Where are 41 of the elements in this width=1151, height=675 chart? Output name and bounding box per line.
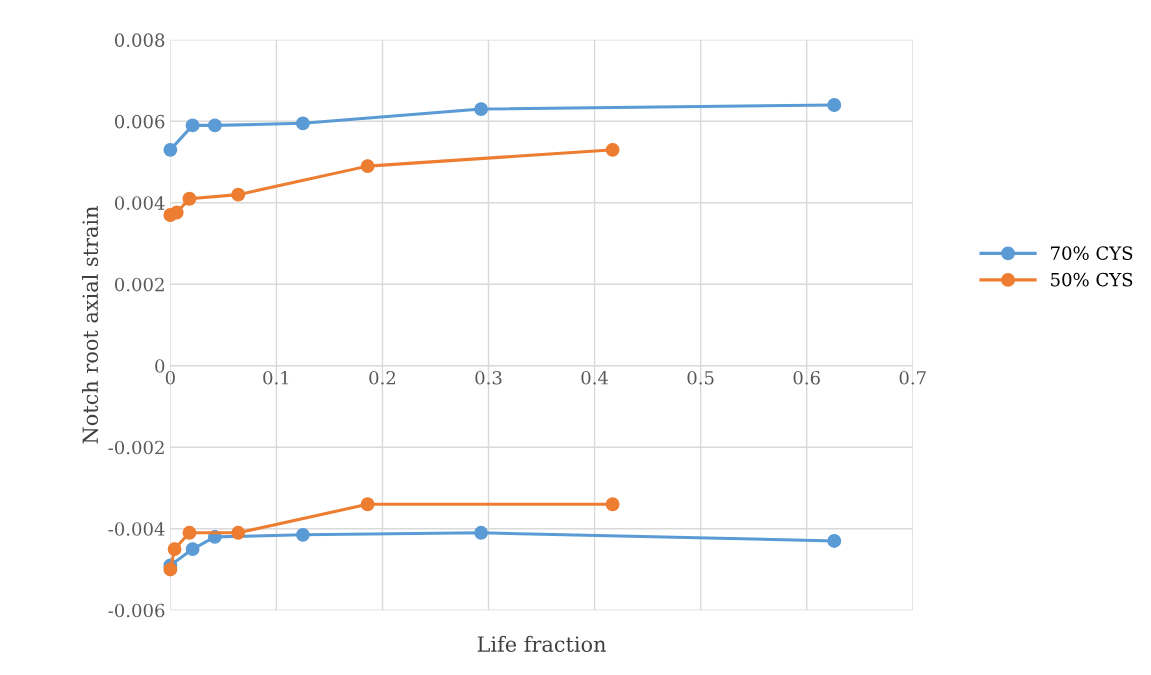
x-axis-title: Life fraction bbox=[477, 635, 606, 652]
y-tick-label: 0.004 bbox=[114, 196, 165, 210]
point bbox=[163, 142, 178, 157]
y-tick-label: 0.008 bbox=[114, 33, 165, 47]
y-tick-label: -0.004 bbox=[108, 522, 165, 536]
point bbox=[295, 527, 310, 542]
point bbox=[231, 187, 246, 202]
point bbox=[827, 98, 842, 112]
point bbox=[207, 118, 222, 133]
point bbox=[605, 142, 620, 157]
point bbox=[360, 497, 375, 512]
y-tick-label: 0.006 bbox=[114, 114, 165, 129]
y-tick-label: -0.006 bbox=[108, 603, 165, 618]
point bbox=[474, 102, 489, 117]
point bbox=[182, 191, 197, 206]
point bbox=[605, 497, 620, 512]
x-tick-label: 0.6 bbox=[793, 370, 820, 385]
point bbox=[185, 542, 200, 557]
x-tick-label: 0 bbox=[165, 370, 175, 385]
x-tick-label: 0.1 bbox=[263, 370, 289, 385]
point bbox=[295, 116, 310, 131]
point bbox=[474, 525, 489, 540]
x-tick-label: 0.2 bbox=[369, 370, 396, 385]
point bbox=[163, 562, 178, 577]
point bbox=[169, 205, 184, 220]
x-tick-label: 0.4 bbox=[581, 370, 609, 385]
legend-label: 70% CYS bbox=[1051, 246, 1133, 260]
y-tick-label: 0.002 bbox=[114, 277, 164, 292]
point bbox=[182, 525, 197, 540]
x-tick-label: 0.7 bbox=[899, 370, 926, 385]
legend-label: 50% CYS bbox=[1051, 272, 1133, 287]
point bbox=[360, 159, 375, 174]
point bbox=[231, 525, 246, 540]
y-axis-title: Notch root axial strain bbox=[81, 206, 99, 444]
point bbox=[185, 118, 200, 133]
y-tick-label: 0 bbox=[155, 359, 165, 373]
point bbox=[827, 533, 842, 548]
x-tick-label: 0.5 bbox=[687, 370, 714, 385]
x-tick-label: 0.3 bbox=[475, 370, 502, 385]
point bbox=[167, 542, 182, 557]
y-tick-label: -0.002 bbox=[108, 440, 164, 455]
